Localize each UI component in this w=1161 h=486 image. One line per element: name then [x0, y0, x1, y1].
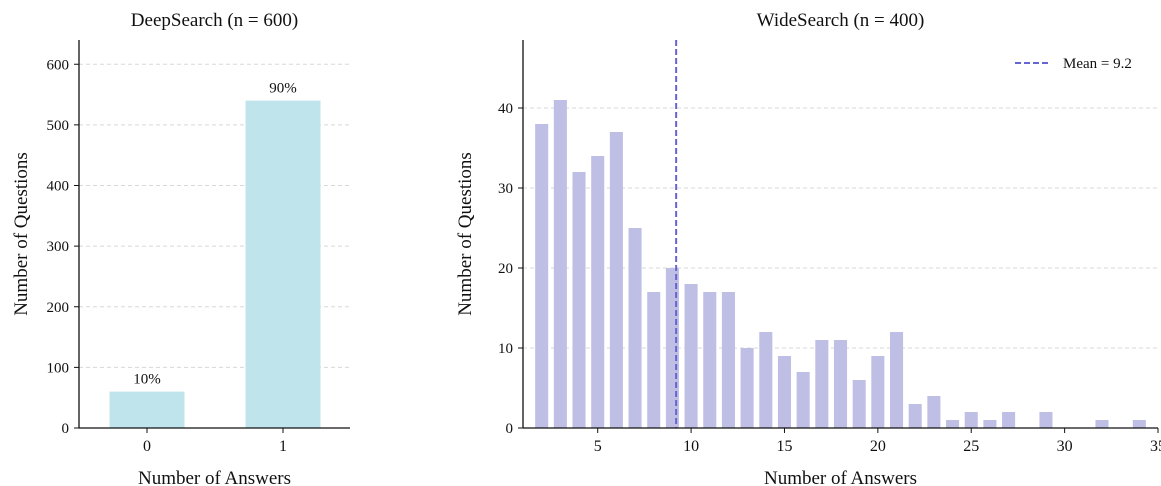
widesearch-ytick-label: 20 — [498, 261, 513, 277]
widesearch-bar — [796, 372, 810, 428]
widesearch-bar — [852, 380, 866, 428]
deepsearch-xtick-label: 1 — [279, 438, 287, 455]
widesearch-bar — [740, 348, 754, 428]
widesearch-ytick-label: 40 — [498, 101, 513, 117]
widesearch-xlabel: Number of Answers — [764, 468, 917, 486]
deepsearch-ytick-label: 400 — [47, 179, 70, 195]
widesearch-bar — [833, 340, 848, 428]
widesearch-bar — [647, 292, 661, 428]
widesearch-bar — [1132, 420, 1146, 428]
widesearch-bar — [684, 284, 698, 428]
widesearch-xtick-label: 5 — [594, 438, 602, 455]
widesearch-bar — [628, 228, 642, 428]
deepsearch-title: DeepSearch (n = 600) — [131, 10, 298, 31]
widesearch-bar — [946, 420, 960, 428]
deepsearch-data-label: 90% — [269, 81, 297, 97]
widesearch-xtick-label: 35 — [1150, 438, 1161, 455]
widesearch-bar — [871, 356, 885, 428]
widesearch-bar — [759, 332, 773, 428]
widesearch-bar — [535, 124, 549, 428]
widesearch-bar — [1095, 420, 1109, 428]
widesearch-xtick-label: 15 — [776, 438, 792, 455]
widesearch-bar — [1002, 412, 1016, 428]
deepsearch-ytick-label: 100 — [47, 360, 70, 376]
widesearch-bar — [1039, 412, 1053, 428]
widesearch-title: WideSearch (n = 400) — [757, 10, 925, 31]
deepsearch-ylabel: Number of Questions — [11, 152, 32, 316]
widesearch-xtick-label: 20 — [870, 438, 886, 455]
widesearch-bar — [815, 340, 829, 428]
widesearch-bar — [572, 172, 586, 428]
widesearch-bar — [665, 268, 679, 428]
widesearch-bar — [927, 396, 941, 428]
deepsearch-xlabel: Number of Answers — [138, 468, 291, 486]
deepsearch-ytick-label: 300 — [47, 239, 70, 255]
deepsearch-ytick-label: 600 — [47, 57, 70, 73]
deepsearch-ytick-label: 0 — [62, 421, 70, 437]
widesearch-bar — [721, 292, 735, 428]
widesearch-ytick-label: 10 — [498, 341, 513, 357]
deepsearch-xtick-label: 0 — [143, 438, 151, 455]
widesearch-bar — [591, 156, 605, 428]
widesearch-bar — [889, 332, 904, 428]
widesearch-bar — [553, 100, 567, 428]
deepsearch-ytick-label: 200 — [47, 300, 70, 316]
widesearch-ylabel: Number of Questions — [455, 152, 476, 316]
widesearch-bar — [777, 356, 792, 428]
widesearch-bar — [609, 132, 623, 428]
widesearch-bar — [983, 420, 997, 428]
deepsearch-chart: 0 100 200 300 400 500 600 DeepSearch (n = 600) N… — [11, 10, 350, 486]
deepsearch-bar — [245, 100, 321, 428]
widesearch-xtick-label: 25 — [963, 438, 979, 455]
widesearch-chart: 0 10 20 30 40 WideSearch (n = 400) Number of A… — [455, 10, 1161, 486]
deepsearch-bar — [109, 391, 185, 428]
widesearch-bar — [964, 412, 978, 428]
widesearch-xtick-label: 10 — [683, 438, 699, 455]
widesearch-xtick-label: 30 — [1057, 438, 1073, 455]
widesearch-bar — [703, 292, 717, 428]
widesearch-ytick-label: 0 — [506, 421, 514, 437]
legend-label: Mean = 9.2 — [1063, 56, 1132, 72]
deepsearch-ytick-label: 500 — [47, 118, 70, 134]
widesearch-bar — [908, 404, 922, 428]
widesearch-ytick-label: 30 — [498, 181, 513, 197]
deepsearch-data-label: 10% — [133, 372, 161, 388]
